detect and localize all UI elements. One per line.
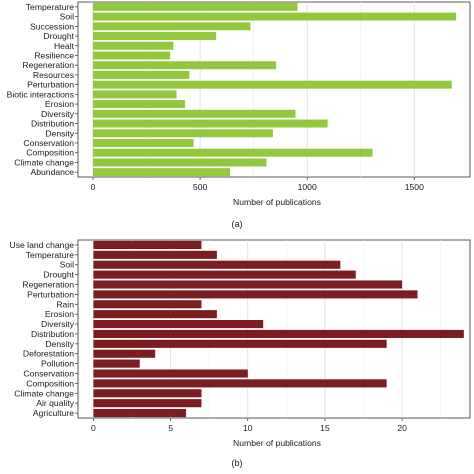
- panel-b-caption: (b): [231, 458, 243, 468]
- bar-soil: [92, 12, 457, 21]
- category-label: Rain: [56, 299, 74, 309]
- x-tick-label: 0: [91, 182, 96, 192]
- category-label: Soil: [60, 260, 74, 270]
- bar-air-quality: [93, 399, 202, 408]
- bar-perturbation: [93, 290, 418, 299]
- bar-regeneration: [92, 61, 277, 70]
- x-tick-label: 15: [320, 423, 330, 433]
- bar-regeneration: [93, 280, 403, 289]
- category-label: Perturbation: [27, 80, 74, 90]
- bar-perturbation: [92, 80, 452, 89]
- category-label: Distribution: [31, 329, 74, 339]
- bar-climate-change: [92, 158, 267, 167]
- x-tick-label: 0: [91, 423, 96, 433]
- category-label: Erosion: [45, 309, 74, 319]
- bar-resources: [92, 70, 190, 79]
- category-label: Diversity: [41, 109, 75, 119]
- bar-rain: [93, 300, 202, 309]
- bar-use-land-change: [93, 240, 202, 249]
- category-label: Succession: [30, 21, 74, 31]
- plot-area: [77, 239, 471, 419]
- x-tick-label: 10: [243, 423, 253, 433]
- x-tick-label: 500: [193, 182, 208, 192]
- bar-temperature: [93, 250, 217, 259]
- bar-succession: [92, 22, 251, 31]
- bar-distribution: [92, 119, 328, 128]
- x-tick-label: 5: [168, 423, 173, 433]
- bar-drought: [93, 270, 356, 279]
- category-label: Regeneration: [22, 60, 74, 70]
- bar-conservation: [93, 369, 248, 378]
- category-label: Temperature: [26, 2, 74, 12]
- bar-agriculture: [93, 409, 187, 418]
- category-label: Resilience: [34, 50, 74, 60]
- bar-resilience: [92, 51, 171, 60]
- category-label: Air quality: [36, 398, 74, 408]
- category-label: Drought: [43, 31, 74, 41]
- category-label: Deforestation: [23, 349, 74, 359]
- panel-a-chart: TemperatureSoilSuccessionDroughtHealtRes…: [7, 1, 471, 207]
- category-label: Perturbation: [27, 289, 74, 299]
- category-label: Regeneration: [22, 280, 74, 290]
- x-tick-label: 1000: [298, 182, 317, 192]
- category-label: Temperature: [26, 250, 74, 260]
- bar-healt: [92, 41, 174, 50]
- panel-b-chart: Use land changeTemperatureSoilDroughtReg…: [10, 239, 471, 448]
- category-label: Drought: [43, 270, 74, 280]
- category-label: Conservation: [23, 369, 74, 379]
- x-axis-title: Number of publications: [233, 197, 321, 207]
- category-label: Use land change: [10, 240, 75, 250]
- category-label: Composition: [26, 378, 74, 388]
- category-label: Density: [45, 128, 74, 138]
- bar-deforestation: [93, 349, 156, 358]
- bar-density: [93, 339, 387, 348]
- bar-composition: [93, 379, 387, 388]
- category-label: Climate change: [14, 157, 74, 167]
- category-label: Soil: [60, 12, 74, 22]
- category-label: Biotic interactions: [7, 89, 74, 99]
- bar-diversity: [93, 320, 264, 329]
- category-label: Density: [45, 339, 74, 349]
- category-label: Conservation: [23, 138, 74, 148]
- plot-area: [77, 1, 471, 178]
- bar-soil: [93, 260, 341, 269]
- bar-pollution: [93, 359, 140, 368]
- category-label: Healt: [54, 41, 75, 51]
- bar-distribution: [93, 329, 464, 338]
- bar-erosion: [92, 100, 186, 109]
- bar-abundance: [92, 168, 231, 177]
- x-axis-title: Number of publications: [233, 438, 321, 448]
- category-label: Diversity: [41, 319, 75, 329]
- bar-composition: [92, 148, 373, 157]
- category-label: Resources: [33, 70, 74, 80]
- bar-drought: [92, 32, 217, 41]
- category-label: Pollution: [41, 359, 74, 369]
- category-label: Composition: [26, 148, 74, 158]
- category-label: Erosion: [45, 99, 74, 109]
- x-tick-label: 1500: [405, 182, 424, 192]
- bar-temperature: [92, 2, 298, 11]
- panel-a-caption: (a): [231, 219, 243, 229]
- bar-biotic-interactions: [92, 90, 177, 99]
- category-label: Abundance: [31, 167, 75, 177]
- bar-density: [92, 129, 273, 138]
- bar-climate-change: [93, 389, 202, 398]
- category-label: Agriculture: [33, 408, 74, 418]
- category-label: Distribution: [31, 119, 74, 129]
- category-label: Climate change: [14, 388, 74, 398]
- bar-erosion: [93, 310, 217, 319]
- bar-diversity: [92, 109, 296, 118]
- bar-conservation: [92, 138, 194, 147]
- x-tick-label: 20: [397, 423, 407, 433]
